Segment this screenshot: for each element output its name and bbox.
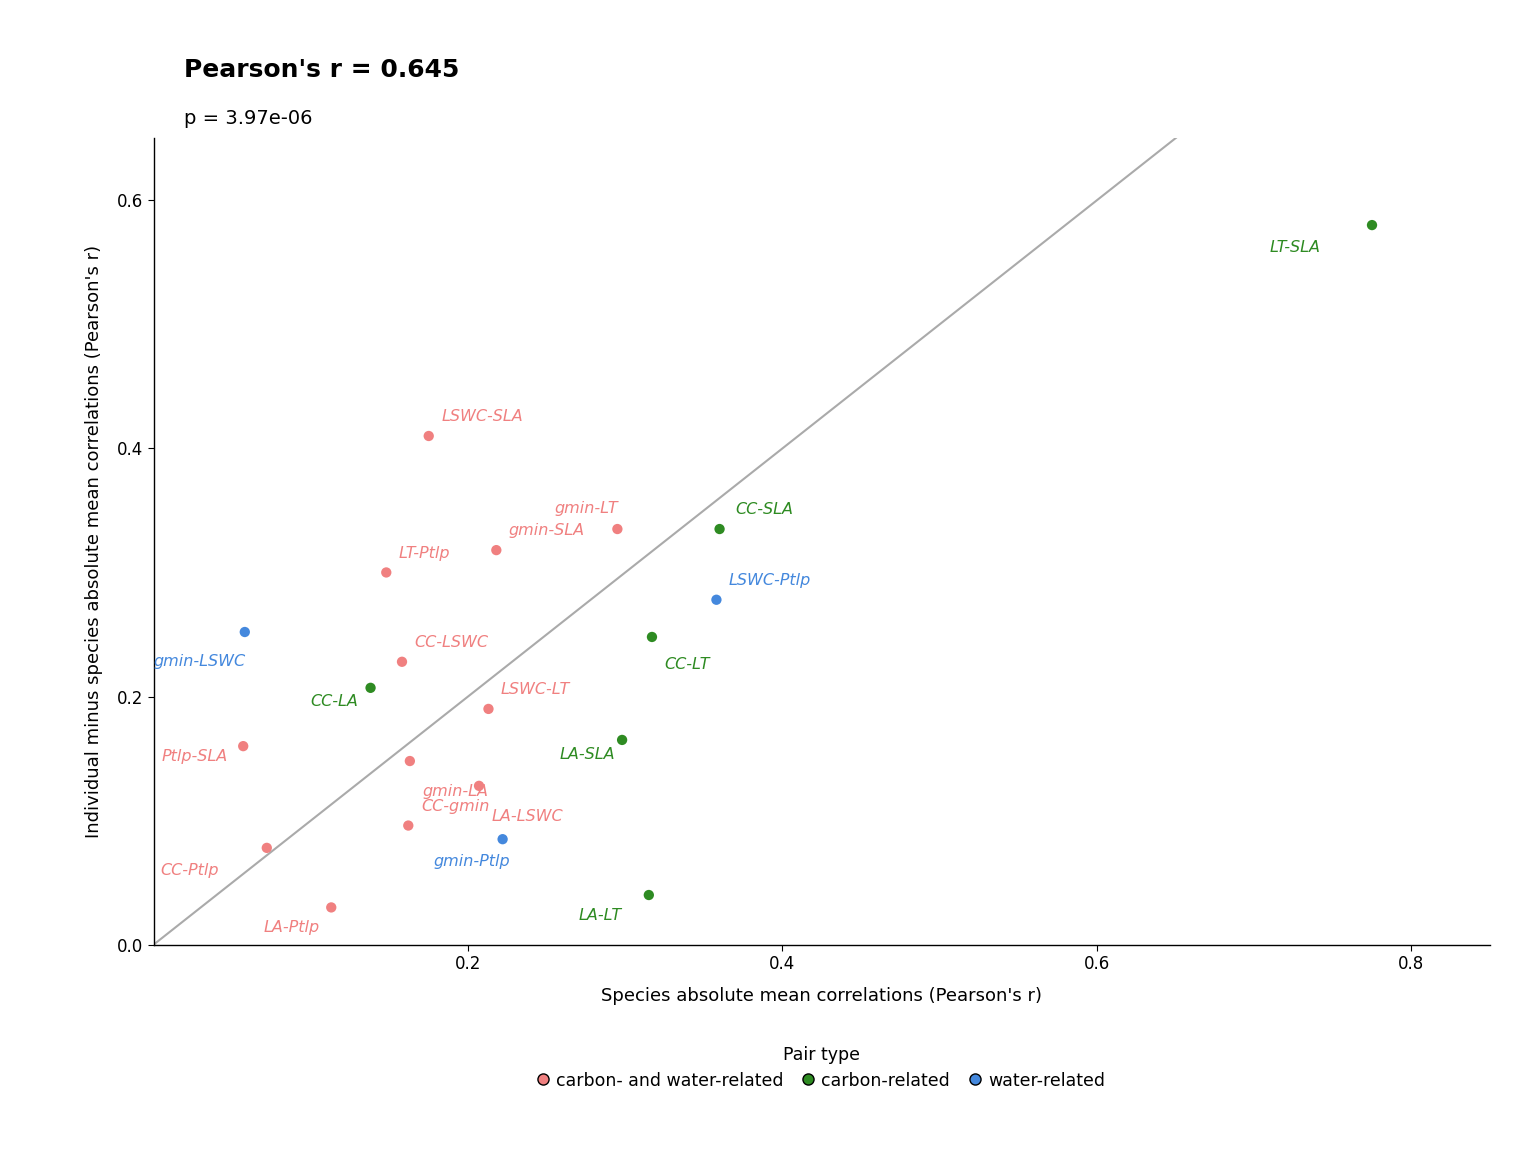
Point xyxy=(373,563,398,582)
Text: LT-SLA: LT-SLA xyxy=(1270,241,1321,256)
Text: CC-LT: CC-LT xyxy=(665,658,710,673)
Text: LSWC-Ptlp: LSWC-Ptlp xyxy=(730,573,811,588)
Point xyxy=(639,628,664,646)
Point xyxy=(232,623,257,642)
Text: LA-LT: LA-LT xyxy=(578,908,621,923)
Point xyxy=(707,520,731,538)
Text: CC-gmin: CC-gmin xyxy=(421,798,490,813)
Text: Pearson's r = 0.645: Pearson's r = 0.645 xyxy=(184,58,459,82)
Point xyxy=(230,737,255,756)
Text: gmin-Ptlp: gmin-Ptlp xyxy=(433,855,510,870)
Text: CC-Ptlp: CC-Ptlp xyxy=(160,863,218,878)
Point xyxy=(358,679,382,697)
X-axis label: Species absolute mean correlations (Pearson's r): Species absolute mean correlations (Pear… xyxy=(601,987,1043,1005)
Point xyxy=(416,426,441,445)
Text: gmin-LT: gmin-LT xyxy=(554,501,617,516)
Point xyxy=(476,699,501,718)
Point xyxy=(484,541,508,560)
Point xyxy=(636,886,660,904)
Point xyxy=(319,899,344,917)
Text: p = 3.97e-06: p = 3.97e-06 xyxy=(184,109,313,128)
Text: LA-SLA: LA-SLA xyxy=(559,746,614,761)
Text: gmin-LSWC: gmin-LSWC xyxy=(154,653,246,668)
Point xyxy=(390,652,415,670)
Text: CC-SLA: CC-SLA xyxy=(736,502,793,517)
Text: LA-LSWC: LA-LSWC xyxy=(492,809,564,824)
Text: Ptlp-SLA: Ptlp-SLA xyxy=(161,749,227,764)
Text: CC-LSWC: CC-LSWC xyxy=(415,635,488,650)
Text: LT-Ptlp: LT-Ptlp xyxy=(399,546,450,561)
Text: LA-Ptlp: LA-Ptlp xyxy=(264,920,319,935)
Point xyxy=(396,817,421,835)
Text: LSWC-SLA: LSWC-SLA xyxy=(441,409,524,424)
Legend: carbon- and water-related, carbon-related, water-related: carbon- and water-related, carbon-relate… xyxy=(531,1039,1112,1097)
Text: gmin-LA: gmin-LA xyxy=(422,783,488,798)
Text: CC-LA: CC-LA xyxy=(310,695,359,710)
Y-axis label: Individual minus species absolute mean correlations (Pearson's r): Individual minus species absolute mean c… xyxy=(84,245,103,838)
Point xyxy=(610,730,634,749)
Point xyxy=(605,520,630,538)
Point xyxy=(398,752,422,771)
Point xyxy=(490,829,515,848)
Point xyxy=(1359,215,1384,234)
Text: LSWC-LT: LSWC-LT xyxy=(501,682,570,697)
Text: gmin-SLA: gmin-SLA xyxy=(508,523,585,538)
Point xyxy=(703,591,728,609)
Point xyxy=(467,776,492,795)
Point xyxy=(255,839,280,857)
